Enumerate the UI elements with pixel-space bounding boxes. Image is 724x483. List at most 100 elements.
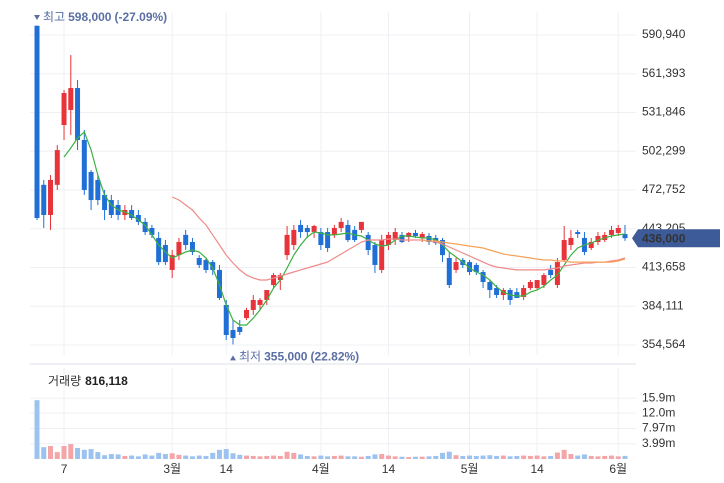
volume-bar <box>129 455 135 459</box>
candle-body <box>487 282 493 291</box>
volume-bar <box>223 449 229 459</box>
volume-bar <box>169 453 175 459</box>
volume-bar <box>298 454 304 459</box>
volume-bar <box>115 454 121 459</box>
candle-body <box>176 242 182 256</box>
candle-body <box>108 200 114 215</box>
candle-body <box>608 229 614 235</box>
annotation-marker <box>230 355 236 361</box>
candle-body <box>521 288 527 297</box>
volume-tick-label: 7.97m <box>642 421 675 435</box>
candle-body <box>48 179 54 215</box>
volume-bar <box>196 455 202 459</box>
candle-body <box>75 88 81 140</box>
volume-bar <box>365 455 371 459</box>
candle-body <box>399 234 405 243</box>
volume-bar <box>81 449 87 459</box>
volume-bar <box>108 454 114 459</box>
volume-bar <box>277 455 283 459</box>
candle-body <box>135 214 141 222</box>
volume-bar <box>183 455 189 459</box>
volume-bar <box>304 455 310 459</box>
candle-body <box>379 240 385 270</box>
volume-bar <box>318 455 324 459</box>
volume-bar <box>615 456 621 459</box>
volume-bar <box>102 455 108 459</box>
candle-body <box>61 93 67 126</box>
volume-bar <box>595 456 601 459</box>
volume-bar <box>48 446 54 459</box>
y-tick-label: 413,658 <box>642 260 686 274</box>
volume-bar <box>399 456 405 459</box>
volume-bar <box>480 455 486 459</box>
candle-body <box>473 264 479 273</box>
candle-body <box>541 275 547 286</box>
candle-body <box>149 227 155 235</box>
volume-bar <box>453 455 459 459</box>
volume-bar <box>426 456 432 459</box>
volume-bar <box>210 452 216 459</box>
volume-bar <box>412 456 418 459</box>
volume-bar <box>149 455 155 459</box>
volume-bar <box>473 455 479 459</box>
candle-body <box>575 232 581 235</box>
x-tick-label: 14 <box>382 462 396 476</box>
candle-body <box>277 275 283 281</box>
volume-bar <box>95 452 101 459</box>
candle-body <box>169 255 175 270</box>
volume-bar <box>406 457 412 459</box>
candle-body <box>284 234 290 256</box>
candle-body <box>142 221 148 233</box>
candle-body <box>230 330 236 339</box>
candle-body <box>203 259 209 270</box>
volume-bar <box>521 455 527 459</box>
volume-bar <box>162 454 168 459</box>
candle-body <box>95 179 101 201</box>
volume-caption-value: 816,118 <box>85 374 128 388</box>
annotation-change: (22.82%) <box>310 350 359 364</box>
candle-body <box>331 227 337 235</box>
volume-bar <box>291 452 297 459</box>
volume-bar <box>494 455 500 459</box>
candle-body <box>588 242 594 249</box>
volume-bar <box>487 455 493 459</box>
candle-body <box>372 245 378 265</box>
candle-body <box>183 234 189 246</box>
volume-bar <box>41 447 47 459</box>
x-tick-label: 4월 <box>312 462 330 476</box>
volume-bar <box>189 456 195 459</box>
candle-body <box>453 262 459 270</box>
y-tick-label: 561,393 <box>642 66 686 80</box>
candle-body <box>81 139 87 190</box>
volume-bar <box>237 454 243 459</box>
candle-body <box>615 227 621 233</box>
volume-bar <box>527 455 533 459</box>
candle-body <box>406 232 412 238</box>
volume-bar <box>514 455 520 459</box>
volume-bar <box>142 454 148 459</box>
volume-bar <box>61 446 67 459</box>
volume-bar <box>379 454 385 459</box>
moving-average-line <box>422 239 626 263</box>
candle-body <box>68 88 74 110</box>
volume-bar <box>500 455 506 459</box>
candle-body <box>156 237 162 263</box>
candle-body <box>41 184 47 215</box>
volume-bar <box>507 456 513 459</box>
volume-bar <box>440 452 446 459</box>
candle-body <box>440 240 446 256</box>
candle-body <box>595 235 601 243</box>
candle-body <box>264 290 270 300</box>
candle-body <box>392 232 398 241</box>
y-tick-label: 472,752 <box>642 182 686 196</box>
candle-body <box>446 258 452 286</box>
volume-bar <box>244 455 250 459</box>
volume-bar <box>75 447 81 459</box>
volume-bar <box>568 454 574 459</box>
candle-body <box>358 221 364 230</box>
volume-bar <box>230 453 236 459</box>
volume-bar <box>554 452 560 459</box>
volume-tick-label: 3.99m <box>642 436 675 450</box>
candle-body <box>311 226 317 233</box>
